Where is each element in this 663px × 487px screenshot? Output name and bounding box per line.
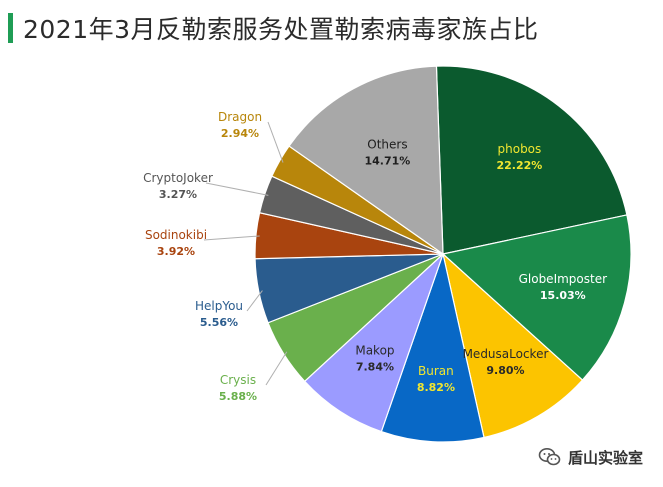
slice-name-label-dragon: Dragon — [218, 110, 262, 124]
slice-name-label-others: Others — [367, 138, 407, 152]
leader-line-crysis — [265, 351, 288, 386]
slice-name-label-sodinokibi: Sodinokibi — [145, 228, 207, 242]
slice-percent-label-globeimposter: 15.03% — [540, 289, 586, 302]
leader-line-cryptojoker — [205, 182, 269, 196]
pie-slice-phobos — [435, 65, 628, 255]
slice-name-label-phobos: phobos — [498, 142, 542, 156]
slice-percent-label-others: 14.71% — [365, 155, 411, 168]
leader-line-sodinokibi — [203, 235, 260, 241]
slice-percent-label-makop: 7.84% — [356, 361, 394, 374]
slice-name-label-crysis: Crysis — [220, 373, 256, 387]
page-title: 2021年3月反勒索服务处置勒索病毒家族占比 — [23, 15, 539, 44]
slice-percent-label-sodinokibi: 3.92% — [157, 245, 195, 258]
slice-percent-label-dragon: 2.94% — [221, 127, 259, 140]
slice-percent-label-cryptojoker: 3.27% — [159, 188, 197, 201]
slice-percent-label-crysis: 5.88% — [219, 390, 257, 403]
slice-name-label-helpyou: HelpYou — [195, 299, 243, 313]
watermark: 盾山实验室 — [538, 445, 643, 469]
slice-percent-label-phobos: 22.22% — [496, 159, 542, 172]
slice-name-label-makop: Makop — [355, 344, 394, 358]
pie-slice-globeimposter — [441, 214, 632, 381]
slice-name-label-medusalocker: MedusaLocker — [463, 347, 549, 361]
slice-name-label-cryptojoker: CryptoJoker — [143, 171, 213, 185]
pie-slice-others — [288, 65, 444, 256]
pie-slice-buran — [380, 251, 485, 443]
leader-line-dragon — [267, 121, 284, 163]
slice-percent-label-buran: 8.82% — [417, 381, 455, 394]
slice-name-label-buran: Buran — [418, 364, 454, 378]
watermark-text: 盾山实验室 — [567, 448, 643, 467]
title-accent-bar — [8, 13, 13, 43]
title-bar: 2021年3月反勒索服务处置勒索病毒家族占比 — [8, 8, 539, 48]
leader-line-helpyou — [246, 290, 263, 312]
slice-name-label-globeimposter: GlobeImposter — [519, 272, 608, 286]
wechat-icon — [538, 448, 561, 466]
pie-slice-medusalocker — [442, 252, 584, 439]
slice-percent-label-helpyou: 5.56% — [200, 316, 238, 329]
slice-percent-label-medusalocker: 9.80% — [486, 364, 524, 377]
pie-slice-makop — [303, 253, 444, 433]
